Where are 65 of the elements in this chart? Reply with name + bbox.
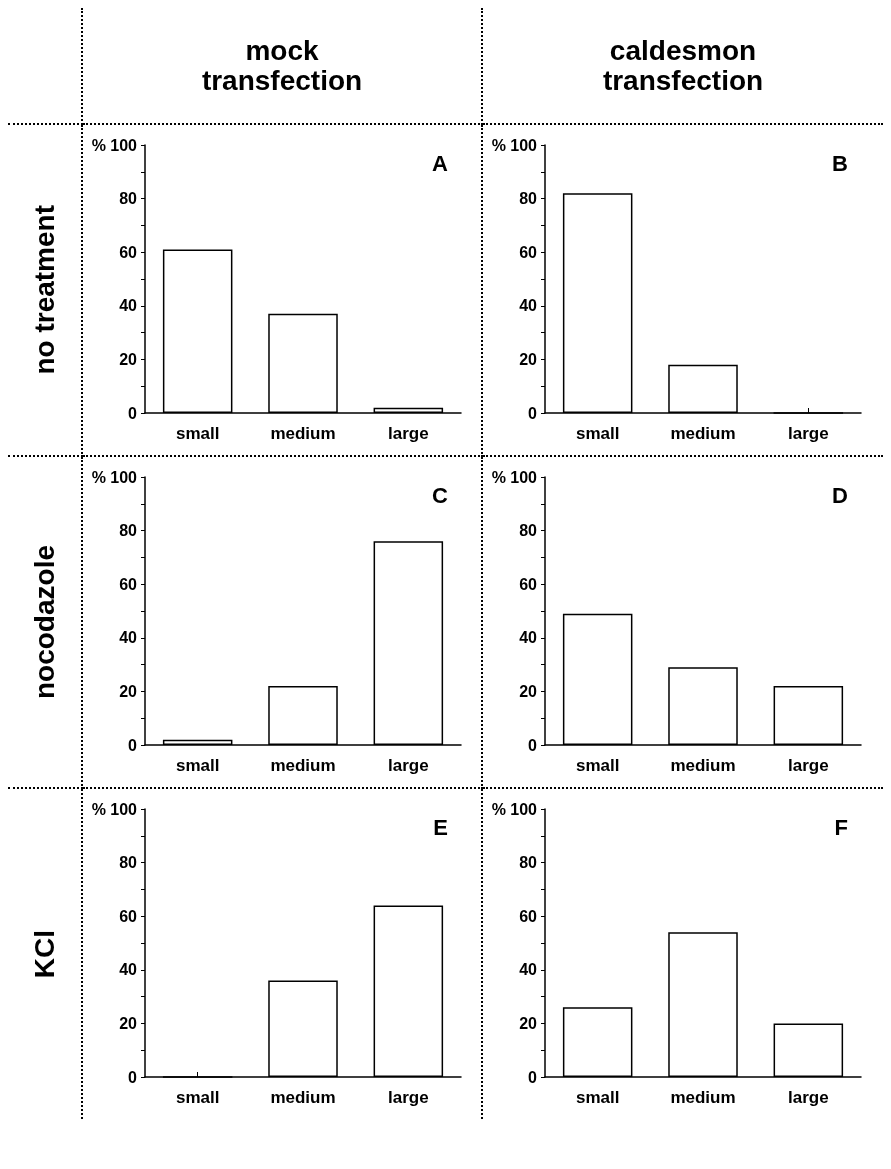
y-tick-label: 80 [119,190,138,208]
x-tick-label: small [575,1088,620,1107]
y-tick-label: 0 [128,1068,138,1086]
y-tick-label: 20 [119,1014,138,1032]
y-tick-label: 40 [519,961,538,979]
x-tick-label: medium [270,756,336,775]
y-tick-label: 40 [119,961,138,979]
y-tick-label: 20 [519,1014,538,1032]
y-tick-label: 40 [519,297,538,315]
chart-title: B [832,150,848,176]
chart-title: F [834,814,849,840]
y-tick-label: % 100 [91,136,138,154]
y-tick-label: 0 [128,404,138,422]
x-tick-label: large [788,756,829,775]
y-tick-label: 80 [119,522,138,540]
chart-title: E [433,814,449,840]
x-tick-label: small [175,1088,220,1107]
y-tick-label: 20 [519,350,538,368]
x-tick-label: large [388,1088,429,1107]
x-tick-label: large [388,756,429,775]
x-tick-label: large [788,1088,829,1107]
text: mock transfection [200,34,364,96]
y-tick-label: 80 [519,190,538,208]
x-tick-label: medium [670,424,736,443]
y-tick-label: 20 [519,682,538,700]
y-tick-label: % 100 [91,468,138,486]
x-tick-label: small [175,424,220,443]
x-tick-label: small [175,756,220,775]
y-tick-label: 60 [119,907,138,925]
x-tick-label: medium [270,424,336,443]
y-axis-title: nocodazole [28,544,60,699]
y-axis-title: KCl [28,929,60,979]
y-tick-label: 0 [128,736,138,754]
y-tick-label: 60 [519,907,538,925]
y-tick-label: % 100 [491,468,538,486]
y-tick-label: 20 [119,350,138,368]
y-tick-label: 40 [519,629,538,647]
text: caldesmon transfection [601,34,765,96]
chart-title: A [432,150,449,176]
y-tick-label: 80 [519,522,538,540]
y-tick-label: 60 [519,575,538,593]
y-tick-label: 60 [119,575,138,593]
x-tick-label: small [575,424,620,443]
y-tick-label: % 100 [491,800,538,818]
x-tick-label: medium [670,1088,736,1107]
y-tick-label: 80 [119,854,138,872]
y-tick-label: 0 [528,1068,538,1086]
y-tick-label: 40 [119,629,138,647]
y-tick-label: 60 [119,243,138,261]
y-tick-label: 40 [119,297,138,315]
x-tick-label: small [575,756,620,775]
x-tick-label: medium [270,1088,336,1107]
y-tick-label: % 100 [491,136,538,154]
y-tick-label: 0 [528,736,538,754]
y-tick-label: 0 [528,404,538,422]
y-tick-label: % 100 [91,800,138,818]
chart-title: D [832,482,848,508]
y-tick-label: 80 [519,854,538,872]
x-tick-label: large [388,424,429,443]
y-axis-title: no treatment [28,205,60,375]
x-tick-label: large [788,424,829,443]
x-tick-label: medium [670,756,736,775]
y-tick-label: 20 [119,682,138,700]
chart-title: C [432,482,449,508]
y-tick-label: 60 [519,243,538,261]
